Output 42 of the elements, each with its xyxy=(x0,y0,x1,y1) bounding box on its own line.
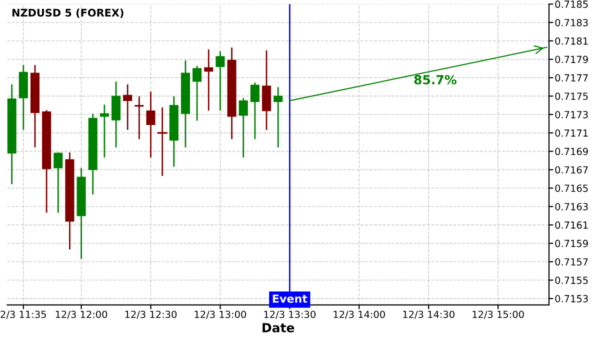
candlestick xyxy=(157,107,168,176)
candlestick xyxy=(250,82,260,140)
x-tick-label: 12/3 14:00 xyxy=(334,310,385,319)
x-tick-label: 2/3 11:35 xyxy=(0,310,46,319)
y-tick-label: 0.7179 xyxy=(555,56,588,64)
y-tick-label: 0.7167 xyxy=(555,166,588,174)
ref-line-label: Event xyxy=(272,294,308,303)
candlestick xyxy=(112,82,121,148)
candlestick xyxy=(274,87,283,148)
candlestick xyxy=(204,49,214,111)
candlestick xyxy=(238,98,248,158)
candlestick xyxy=(123,84,132,130)
x-tick-label: 12/3 12:30 xyxy=(125,310,177,319)
y-tick-label: 0.7155 xyxy=(555,276,588,284)
x-tick-label: 12/3 15:00 xyxy=(472,310,524,319)
y-tick-label: 0.7153 xyxy=(555,295,588,302)
y-tick-label: 0.7169 xyxy=(555,148,588,156)
y-tick-label: 0.7185 xyxy=(555,0,588,8)
x-tick-label: 12/3 13:30 xyxy=(264,310,316,319)
y-tick-label: 0.7175 xyxy=(555,92,588,100)
chart-title: NZDUSD 5 (FOREX) xyxy=(12,8,124,18)
y-tick-label: 0.7157 xyxy=(555,258,588,266)
x-tick-label: 12/3 14:30 xyxy=(403,310,454,319)
y-tick-label: 0.7161 xyxy=(555,221,588,229)
y-tick-label: 0.7177 xyxy=(555,74,588,82)
candlestick xyxy=(100,104,109,158)
candlestick xyxy=(54,152,63,213)
y-tick-label: 0.7183 xyxy=(555,18,588,26)
candlestick xyxy=(192,66,202,121)
candlestick xyxy=(146,92,156,158)
y-tick-label: 0.7163 xyxy=(555,203,588,210)
y-tick-label: 0.7159 xyxy=(555,240,588,248)
x-tick-label: 12/3 13:00 xyxy=(194,310,246,319)
annotation: 85.7% xyxy=(414,74,457,84)
candlestick xyxy=(216,51,225,111)
y-tick-label: 0.7181 xyxy=(555,37,588,45)
y-tick-label: 0.7171 xyxy=(555,129,588,137)
x-tick-label: 12/3 12:00 xyxy=(56,310,108,319)
x-axis-title: Date xyxy=(262,323,294,332)
y-tick-label: 0.7165 xyxy=(555,184,588,192)
candlestick xyxy=(134,96,144,140)
y-tick-label: 0.7173 xyxy=(555,110,588,118)
